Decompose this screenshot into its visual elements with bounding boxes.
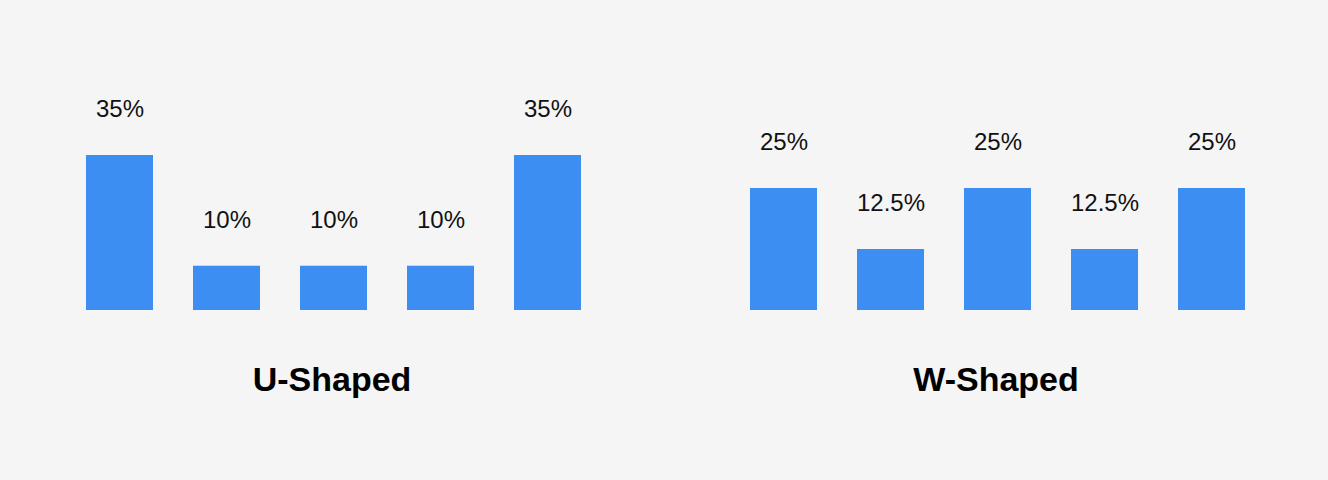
svg-text:35%: 35% [524,95,572,122]
html-text:W-Shaped: W-Shaped [913,360,1079,398]
svg-text:25%: 25% [1188,128,1236,155]
svg-text:12.5%: 12.5% [1071,189,1139,216]
svg-text:25%: 25% [760,128,808,155]
svg-text:10%: 10% [417,206,465,233]
svg-text:35%: 35% [96,95,144,122]
svg-text:10%: 10% [203,206,251,233]
svg-text:10%: 10% [310,206,358,233]
svg-text:25%: 25% [974,128,1022,155]
html-text:U-Shaped: U-Shaped [252,360,412,398]
svg-text:12.5%: 12.5% [857,189,925,216]
